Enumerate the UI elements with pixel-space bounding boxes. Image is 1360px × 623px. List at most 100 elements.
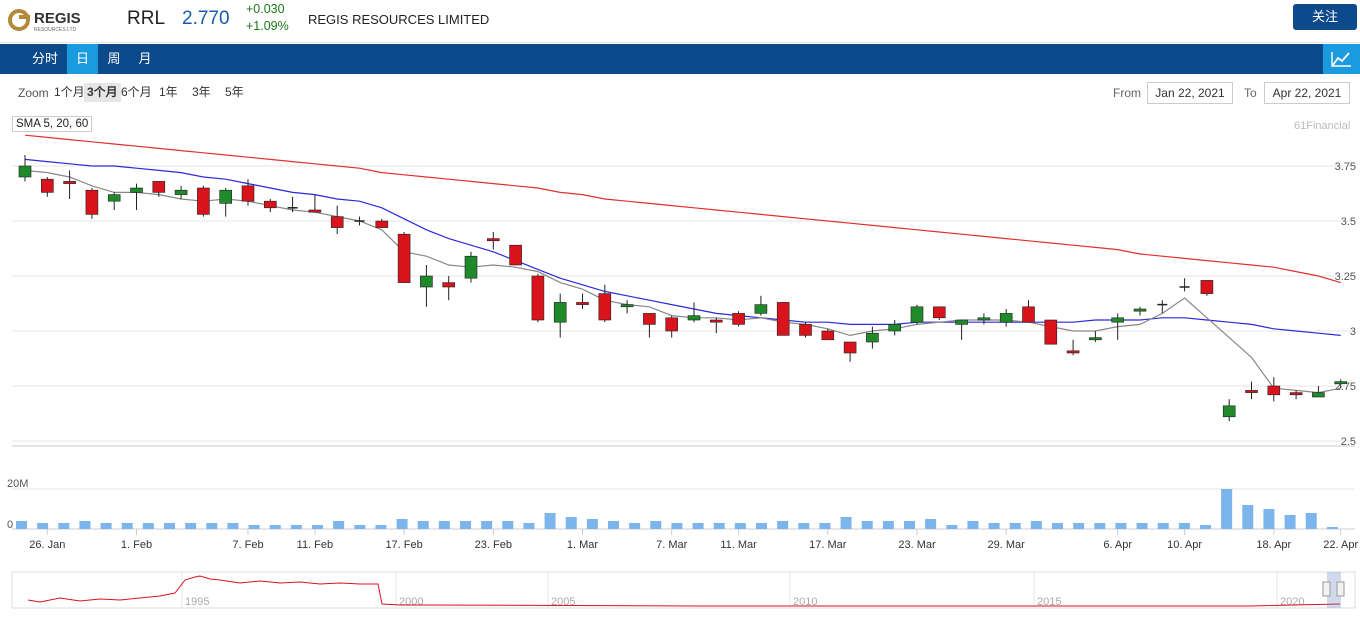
zoom-3m[interactable]: 3个月	[84, 83, 121, 102]
candle-body	[1312, 392, 1325, 398]
volume-bar	[206, 523, 218, 529]
y-tick-label: 2.5	[1341, 436, 1356, 448]
candle-body	[1200, 280, 1214, 294]
chart-type-button[interactable]	[1323, 44, 1360, 74]
volume-bar	[544, 513, 556, 529]
candle-body	[665, 317, 679, 332]
zoom-5y[interactable]: 5年	[225, 85, 244, 99]
top-header: REGIS RESOURCES LTD RRL 2.770 +0.030 +1.…	[0, 0, 1360, 43]
volume-bar	[16, 521, 27, 529]
x-tick-label: 26. Jan	[29, 539, 65, 551]
candle-body	[1267, 385, 1281, 396]
candle-body	[553, 302, 567, 323]
sma5-line	[24, 169, 1341, 394]
zoom-3y[interactable]: 3年	[192, 85, 211, 99]
sma60-line	[24, 134, 1341, 284]
candle-body	[1022, 306, 1035, 323]
volume-bar	[185, 523, 197, 529]
follow-button[interactable]: 关注	[1293, 4, 1357, 30]
x-tick-label: 11. Feb	[297, 539, 334, 551]
to-date-input[interactable]: Apr 22, 2021	[1264, 82, 1350, 104]
volume-bar	[1242, 505, 1254, 529]
candle-body	[63, 181, 76, 184]
volume-bar	[481, 521, 493, 529]
tab-daily[interactable]: 日	[67, 44, 98, 74]
ticker-symbol: RRL	[127, 8, 166, 29]
candle-body	[85, 189, 99, 215]
candle-body	[375, 220, 389, 228]
candle-body	[888, 324, 902, 332]
x-tick-label: 7. Feb	[232, 539, 263, 551]
volume-tick-label: 20M	[7, 478, 28, 490]
candle-body	[1133, 308, 1147, 312]
candle-body	[1334, 381, 1347, 385]
navigator-year-label: 2005	[551, 596, 575, 608]
volume-bar	[375, 525, 387, 529]
zoom-1m[interactable]: 1个月	[54, 85, 85, 99]
volume-bar	[1030, 521, 1042, 529]
x-tick-label: 29. Mar	[988, 539, 1026, 551]
volume-bar	[100, 523, 112, 529]
candle-body	[598, 293, 612, 321]
candle-body	[263, 200, 277, 209]
volume-bar	[312, 525, 323, 529]
line-chart-icon	[1331, 52, 1351, 67]
tab-intraday[interactable]: 分时	[31, 51, 58, 66]
candle-body	[687, 315, 701, 321]
volume-bar	[58, 523, 70, 529]
volume-bar	[1009, 523, 1021, 529]
navigator-year-label: 2000	[399, 596, 423, 608]
candle-body	[308, 209, 322, 213]
zoom-1y[interactable]: 1年	[159, 85, 178, 99]
navigator-year-label: 2010	[793, 596, 817, 608]
candle-body	[241, 185, 255, 202]
zoom-label: Zoom	[18, 86, 49, 100]
price-change: +0.030 +1.09%	[246, 1, 289, 35]
candle-body	[1089, 337, 1102, 341]
volume-bar	[840, 517, 852, 529]
volume-bar	[460, 521, 471, 529]
volume-bar	[523, 523, 535, 529]
volume-bar	[354, 525, 366, 529]
volume-bar	[121, 523, 133, 529]
volume-bar	[756, 523, 767, 529]
candle-body	[955, 319, 968, 325]
volume-bar	[967, 521, 979, 529]
candle-body	[18, 165, 32, 178]
candle-body	[910, 306, 924, 323]
navigator-year-label: 2015	[1037, 596, 1061, 608]
candle-body	[754, 304, 768, 314]
tab-weekly[interactable]: 周	[107, 51, 121, 66]
tab-monthly[interactable]: 月	[138, 51, 152, 66]
change-percent: +1.09%	[246, 19, 289, 33]
candle-body	[732, 313, 745, 325]
volume-bar	[248, 525, 260, 529]
candle-body	[1111, 317, 1124, 323]
volume-bar	[227, 523, 239, 529]
candle-body	[1222, 405, 1236, 418]
x-tick-label: 23. Mar	[898, 539, 936, 551]
from-date-input[interactable]: Jan 22, 2021	[1147, 82, 1233, 104]
zoom-6m[interactable]: 6个月	[121, 85, 152, 99]
volume-bar	[142, 523, 154, 529]
volume-bar	[988, 523, 1000, 529]
candle-body	[932, 306, 946, 319]
volume-bar	[565, 517, 577, 529]
volume-bar	[1115, 523, 1127, 529]
from-label: From	[1113, 86, 1141, 100]
navigator-frame	[11, 571, 1356, 609]
candle-body	[442, 282, 456, 288]
x-tick-label: 1. Feb	[121, 539, 152, 551]
volume-bar	[37, 523, 49, 529]
candle-body	[866, 332, 879, 343]
volume-bar	[819, 523, 831, 529]
volume-bar	[1178, 523, 1190, 529]
candle-body	[174, 189, 188, 195]
volume-bar	[1136, 523, 1148, 529]
candle-body	[1066, 350, 1080, 354]
volume-bar	[671, 523, 683, 529]
navigator-handle-left	[1322, 581, 1331, 597]
volume-bar	[713, 523, 725, 529]
candle-body	[977, 317, 991, 321]
